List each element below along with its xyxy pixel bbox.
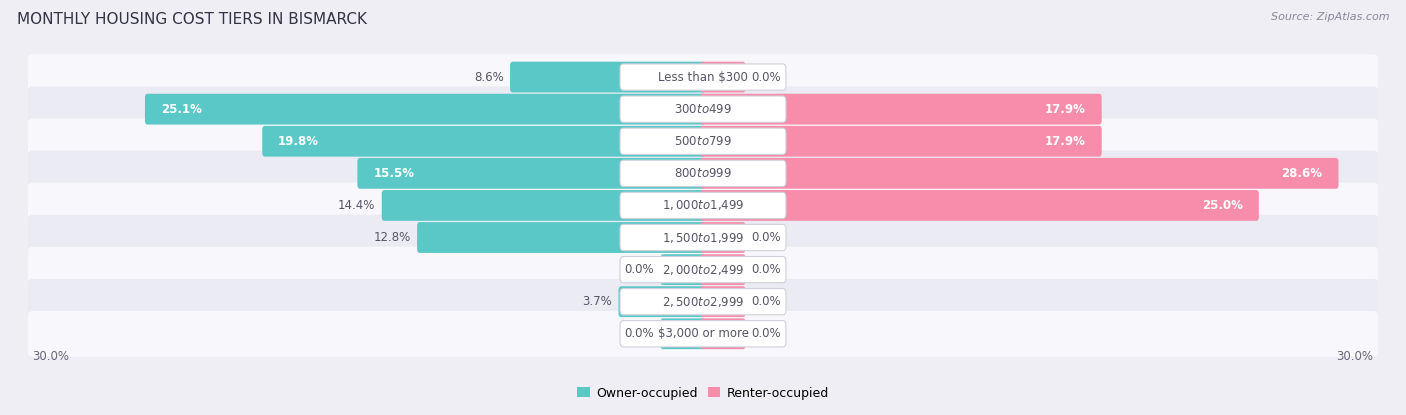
FancyBboxPatch shape xyxy=(700,222,745,253)
Text: 12.8%: 12.8% xyxy=(374,231,411,244)
Text: 14.4%: 14.4% xyxy=(337,199,375,212)
FancyBboxPatch shape xyxy=(661,254,706,285)
Text: $3,000 or more: $3,000 or more xyxy=(658,327,748,340)
FancyBboxPatch shape xyxy=(661,318,706,349)
FancyBboxPatch shape xyxy=(145,94,706,124)
FancyBboxPatch shape xyxy=(619,286,706,317)
Text: 30.0%: 30.0% xyxy=(32,350,69,364)
Text: Less than $300: Less than $300 xyxy=(658,71,748,83)
FancyBboxPatch shape xyxy=(418,222,706,253)
FancyBboxPatch shape xyxy=(620,160,786,186)
Text: $2,500 to $2,999: $2,500 to $2,999 xyxy=(662,295,744,309)
FancyBboxPatch shape xyxy=(27,279,1379,325)
Text: 8.6%: 8.6% xyxy=(474,71,503,83)
FancyBboxPatch shape xyxy=(357,158,706,189)
Legend: Owner-occupied, Renter-occupied: Owner-occupied, Renter-occupied xyxy=(572,382,834,405)
FancyBboxPatch shape xyxy=(620,128,786,154)
FancyBboxPatch shape xyxy=(381,190,706,221)
FancyBboxPatch shape xyxy=(620,192,786,219)
FancyBboxPatch shape xyxy=(700,286,745,317)
FancyBboxPatch shape xyxy=(27,54,1379,100)
Text: $1,000 to $1,499: $1,000 to $1,499 xyxy=(662,198,744,212)
Text: 28.6%: 28.6% xyxy=(1281,167,1323,180)
FancyBboxPatch shape xyxy=(27,311,1379,356)
FancyBboxPatch shape xyxy=(27,247,1379,293)
FancyBboxPatch shape xyxy=(620,321,786,347)
Text: $800 to $999: $800 to $999 xyxy=(673,167,733,180)
FancyBboxPatch shape xyxy=(700,62,745,93)
Text: 0.0%: 0.0% xyxy=(624,263,654,276)
Text: $2,000 to $2,499: $2,000 to $2,499 xyxy=(662,263,744,277)
Text: Source: ZipAtlas.com: Source: ZipAtlas.com xyxy=(1271,12,1389,22)
FancyBboxPatch shape xyxy=(700,190,1258,221)
FancyBboxPatch shape xyxy=(263,126,706,156)
Text: 30.0%: 30.0% xyxy=(1337,350,1374,364)
FancyBboxPatch shape xyxy=(27,151,1379,196)
FancyBboxPatch shape xyxy=(27,183,1379,228)
FancyBboxPatch shape xyxy=(700,126,1102,156)
Text: 0.0%: 0.0% xyxy=(752,71,782,83)
FancyBboxPatch shape xyxy=(700,94,1102,124)
FancyBboxPatch shape xyxy=(27,215,1379,260)
Text: $300 to $499: $300 to $499 xyxy=(673,103,733,116)
Text: 3.7%: 3.7% xyxy=(582,295,612,308)
FancyBboxPatch shape xyxy=(620,64,786,90)
FancyBboxPatch shape xyxy=(620,96,786,122)
FancyBboxPatch shape xyxy=(510,62,706,93)
Text: 19.8%: 19.8% xyxy=(278,135,319,148)
FancyBboxPatch shape xyxy=(700,254,745,285)
Text: 17.9%: 17.9% xyxy=(1045,135,1085,148)
FancyBboxPatch shape xyxy=(700,318,745,349)
Text: $1,500 to $1,999: $1,500 to $1,999 xyxy=(662,230,744,244)
Text: 0.0%: 0.0% xyxy=(752,263,782,276)
Text: 15.5%: 15.5% xyxy=(374,167,415,180)
FancyBboxPatch shape xyxy=(27,118,1379,164)
Text: 0.0%: 0.0% xyxy=(752,231,782,244)
Text: 17.9%: 17.9% xyxy=(1045,103,1085,116)
FancyBboxPatch shape xyxy=(27,86,1379,132)
Text: MONTHLY HOUSING COST TIERS IN BISMARCK: MONTHLY HOUSING COST TIERS IN BISMARCK xyxy=(17,12,367,27)
Text: 25.1%: 25.1% xyxy=(160,103,201,116)
Text: 0.0%: 0.0% xyxy=(624,327,654,340)
FancyBboxPatch shape xyxy=(620,256,786,283)
FancyBboxPatch shape xyxy=(620,225,786,251)
Text: 0.0%: 0.0% xyxy=(752,327,782,340)
Text: 0.0%: 0.0% xyxy=(752,295,782,308)
FancyBboxPatch shape xyxy=(700,158,1339,189)
Text: 25.0%: 25.0% xyxy=(1202,199,1243,212)
Text: $500 to $799: $500 to $799 xyxy=(673,135,733,148)
FancyBboxPatch shape xyxy=(620,288,786,315)
